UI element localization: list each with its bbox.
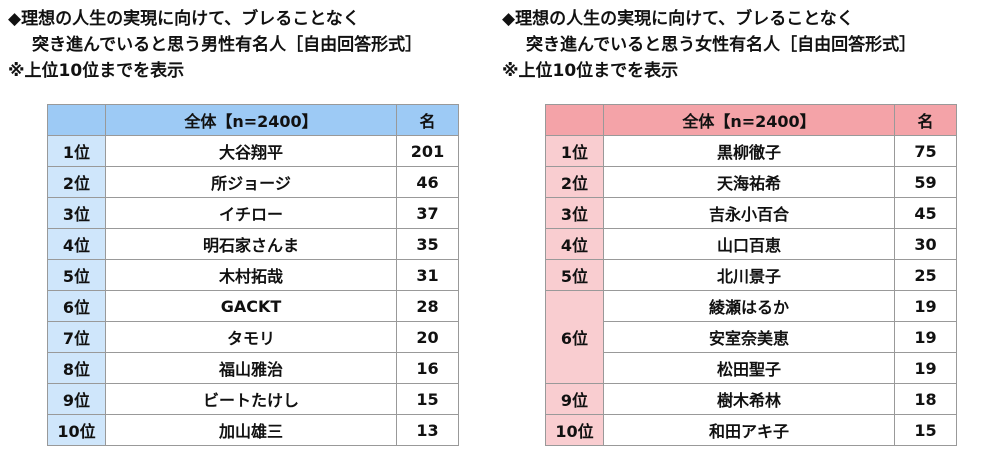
title-line: 突き進んでいると思う女性有名人［自由回答形式］ [526, 35, 917, 55]
count-cell: 28 [396, 290, 459, 322]
row: 4位 明石家さんま 35 [47, 228, 459, 260]
header-row: 全体【n=2400】名 [545, 104, 957, 136]
count-cell: 35 [396, 228, 459, 260]
name-cell: 明石家さんま [105, 228, 397, 260]
row: 3位 イチロー 37 [47, 197, 459, 229]
name-cell: 樹木希林 [603, 383, 895, 415]
rank-cell: 5位 [47, 259, 106, 291]
name-cell: 吉永小百合 [603, 197, 895, 229]
count-cell: 75 [894, 135, 957, 167]
left-table: 全体【n=2400】名 1位 大谷翔平 201 2位 所ジョージ 46 3位 イチロー 37 4位明… [47, 104, 459, 446]
count-cell: 20 [396, 321, 459, 353]
right-table: 全体【n=2400】名 1位 黒柳徹子 75 2位 天海祐希 59 3位 吉永小百合 45 4位 山口… [545, 104, 957, 446]
count-cell: 16 [396, 352, 459, 384]
name-cell: 天海祐希 [603, 166, 895, 198]
row: 10位 和田アキ子 15 [545, 414, 957, 446]
name-cell: 黒柳徹子 [603, 135, 895, 167]
name-cell: 安室奈美恵 [603, 321, 895, 353]
count-cell: 25 [894, 259, 957, 291]
row: 4位 山口百恵 30 [545, 228, 957, 260]
title-line: ◆理想の人生の実現に向けて、ブレることなく [502, 9, 854, 29]
count-cell: 31 [396, 259, 459, 291]
name-cell: 大谷翔平 [105, 135, 397, 167]
row: 9位 樹木希林 18 [545, 383, 957, 415]
title-line: ※上位10位までを表示 [8, 61, 185, 81]
rank-cell: 1位 [545, 135, 604, 167]
header-cell: 全体【n=2400】 [105, 104, 397, 136]
row: 松田聖子 19 [546, 352, 957, 384]
rank-cell: 6位 [47, 290, 106, 322]
name-cell: イチロー [105, 197, 397, 229]
name-cell: 山口百恵 [603, 228, 895, 260]
count-cell: 18 [894, 383, 957, 415]
name-cell: 加山雄三 [105, 414, 397, 446]
count-cell: 19 [894, 352, 957, 384]
name-cell: タモリ [105, 321, 397, 353]
name-cell: 松田聖子 [603, 352, 895, 384]
count-cell: 19 [894, 290, 957, 322]
rank-cell: 10位 [47, 414, 106, 446]
right-title: ◆理想の人生の実現に向けて、ブレることなく突き進んでいると思う女性有名人［自由回… [502, 6, 916, 84]
row: 3位 吉永小百合 45 [545, 197, 957, 229]
header-cell [47, 104, 106, 136]
count-cell: 46 [396, 166, 459, 198]
header-cell: 名 [894, 104, 957, 136]
header-row: 全体【n=2400】名 [47, 104, 459, 136]
rank-cell: 7位 [47, 321, 106, 353]
row: 安室奈美恵 19 [546, 321, 957, 353]
count-cell: 30 [894, 228, 957, 260]
count-cell: 201 [396, 135, 459, 167]
count-cell: 13 [396, 414, 459, 446]
left-title: ◆理想の人生の実現に向けて、ブレることなく突き進んでいると思う男性有名人［自由回… [8, 6, 422, 84]
title-line: ※上位10位までを表示 [502, 61, 679, 81]
count-cell: 37 [396, 197, 459, 229]
rank-cell: 8位 [47, 352, 106, 384]
row: 2位 所ジョージ 46 [47, 166, 459, 198]
rank-cell: 2位 [545, 166, 604, 198]
rank-cell: 2位 [47, 166, 106, 198]
rank-cell: 10位 [545, 414, 604, 446]
row: 1位 大谷翔平 201 [47, 135, 459, 167]
name-cell: GACKT [105, 290, 397, 322]
count-cell: 15 [396, 383, 459, 415]
row: 5位 北川景子 25 [545, 259, 957, 291]
rank-cell: 5位 [545, 259, 604, 291]
count-cell: 59 [894, 166, 957, 198]
row: 6位 GACKT 28 [47, 290, 459, 322]
count-cell: 15 [894, 414, 957, 446]
name-cell: 福山雅治 [105, 352, 397, 384]
row: 8位 福山雅治 16 [47, 352, 459, 384]
header-cell [545, 104, 604, 136]
row: 9位 ビートたけし 15 [47, 383, 459, 415]
count-cell: 19 [894, 321, 957, 353]
row: 5位 木村拓哉 31 [47, 259, 459, 291]
rank-cell: 3位 [545, 197, 604, 229]
row: 1位 黒柳徹子 75 [545, 135, 957, 167]
name-cell: 和田アキ子 [603, 414, 895, 446]
rank-cell: 3位 [47, 197, 106, 229]
title-line: 突き進んでいると思う男性有名人［自由回答形式］ [32, 35, 423, 55]
title-line: ◆理想の人生の実現に向けて、ブレることなく [8, 9, 360, 29]
row: 10位 加山雄三 13 [47, 414, 459, 446]
row: 2位 天海祐希 59 [545, 166, 957, 198]
name-cell: ビートたけし [105, 383, 397, 415]
count-cell: 45 [894, 197, 957, 229]
name-cell: 北川景子 [603, 259, 895, 291]
rank-cell: 1位 [47, 135, 106, 167]
rank-cell: 4位 [545, 228, 604, 260]
header-cell: 全体【n=2400】 [603, 104, 895, 136]
name-cell: 木村拓哉 [105, 259, 397, 291]
row: 7位 タモリ 20 [47, 321, 459, 353]
row: 6位 綾瀬はるか 19 [545, 290, 957, 384]
name-cell: 綾瀬はるか [603, 290, 895, 322]
name-cell: 所ジョージ [105, 166, 397, 198]
rank-cell: 9位 [545, 383, 604, 415]
rank-cell: 9位 [47, 383, 106, 415]
rank-cell: 4位 [47, 228, 106, 260]
rank-cell: 6位 [545, 290, 604, 384]
header-cell: 名 [396, 104, 459, 136]
